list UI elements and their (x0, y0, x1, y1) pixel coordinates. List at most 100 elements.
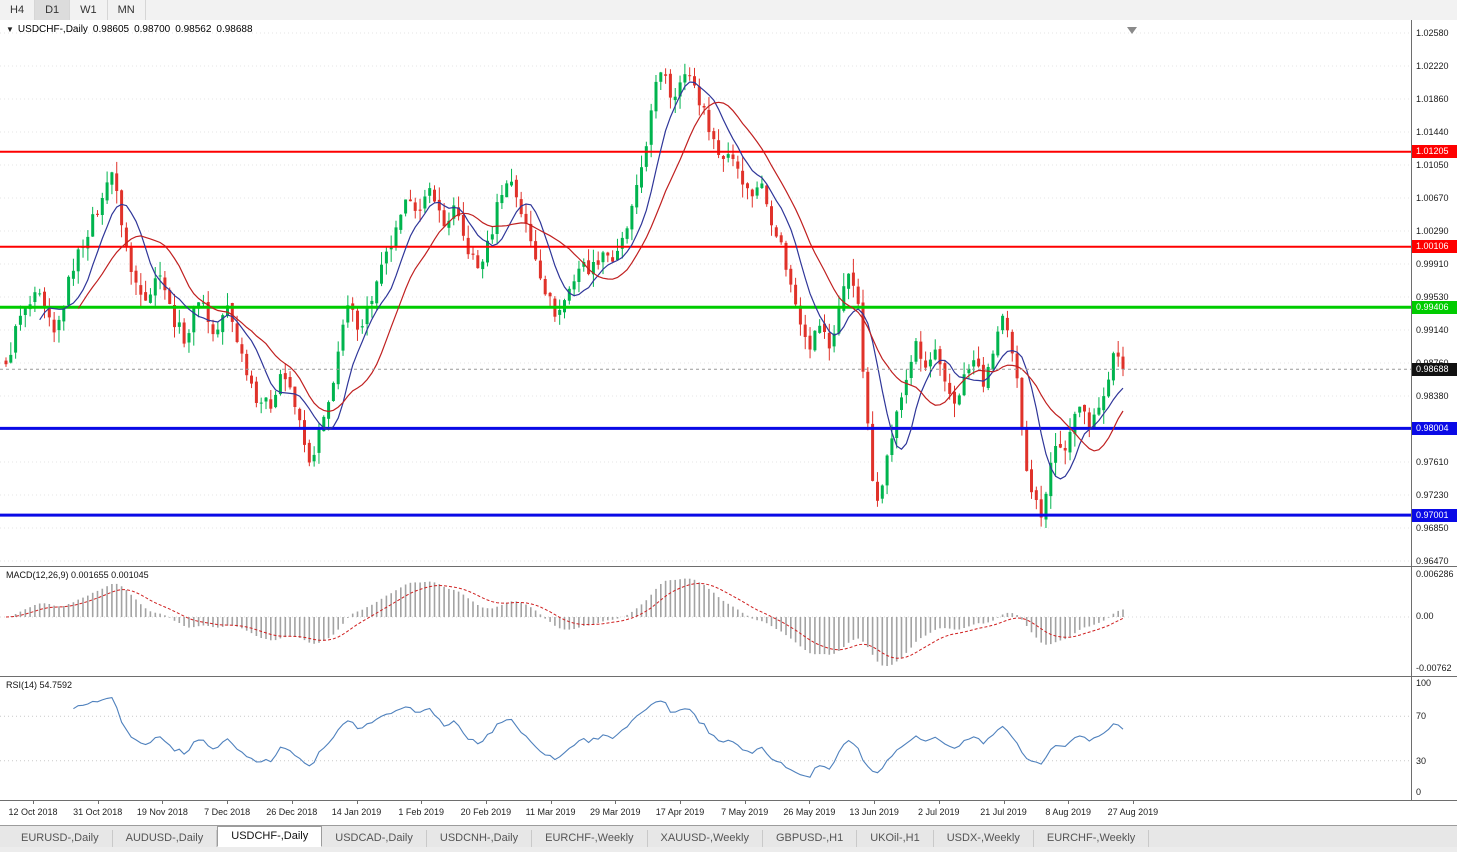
date-tick (550, 801, 552, 804)
date-tick (485, 801, 487, 804)
timeframe-button-d1[interactable]: D1 (35, 0, 71, 20)
price-axis-label: 0.96470 (1416, 556, 1449, 566)
date-label: 2 Jul 2019 (918, 807, 960, 817)
rsi-axis[interactable]: 100 70 30 0 (1411, 677, 1457, 800)
date-tick (291, 801, 293, 804)
timeframe-button-mn[interactable]: MN (108, 0, 146, 20)
date-tick (874, 801, 876, 804)
date-label: 11 Mar 2019 (525, 807, 576, 817)
collapse-arrow-icon[interactable]: ▼ (6, 25, 14, 34)
price-axis-label: 0.99140 (1416, 325, 1449, 335)
date-tick (356, 801, 358, 804)
date-label: 27 Aug 2019 (1107, 807, 1159, 817)
price-axis-label: 1.02580 (1416, 28, 1449, 38)
timeframe-bar: H4 D1 W1 MN (0, 0, 1457, 21)
price-axis-label: 0.97610 (1416, 457, 1449, 467)
date-label: 12 Oct 2018 (8, 807, 58, 817)
date-label: 19 Nov 2018 (136, 807, 188, 817)
date-label: 26 Dec 2018 (266, 807, 318, 817)
date-label: 26 May 2019 (783, 807, 836, 817)
level-badge-1.00106: 1.00106 (1412, 240, 1457, 254)
symbol-period-label: USDCHF-,Daily (17, 24, 88, 35)
current-price-badge: 0.98688 (1412, 362, 1457, 376)
rsi-canvas[interactable] (0, 677, 1411, 800)
date-tick (162, 801, 164, 804)
price-axis[interactable]: 1.02580 1.02220 1.01860 1.01440 1.01050 1.006… (1411, 20, 1457, 566)
date-tick (680, 801, 681, 804)
date-tick (809, 801, 811, 804)
chart-tab-eurchf-weekly[interactable]: EURCHF-,Weekly (1034, 830, 1150, 847)
date-tick (615, 801, 617, 804)
macd-axis-label: 0.00 (1416, 610, 1434, 621)
date-label: 20 Feb 2019 (460, 807, 512, 817)
date-label: 13 Jun 2019 (849, 807, 899, 817)
time-axis[interactable]: 12 Oct 2018 31 Oct 2018 19 Nov 2018 7 Dec 2… (0, 800, 1457, 826)
date-label: 31 Oct 2018 (73, 807, 123, 817)
tab-bar: EURUSD-,Daily AUDUSD-,Daily USDCHF-,Daily U… (0, 825, 1457, 847)
chart-tab-xauusd-weekly[interactable]: XAUUSD-,Weekly (648, 830, 763, 847)
date-label: 7 May 2019 (721, 807, 769, 817)
date-label: 29 Mar 2019 (590, 807, 641, 817)
date-tick (227, 801, 229, 804)
date-tick (744, 801, 746, 804)
price-pane[interactable]: ▼ USDCHF-,Daily 0.98605 0.98700 0.98562 0.986… (0, 20, 1457, 567)
chart-tab-eurusd-daily[interactable]: EURUSD-,Daily (8, 830, 113, 847)
date-tick (1068, 801, 1070, 804)
rsi-axis-label: 100 (1416, 678, 1432, 688)
macd-pane[interactable]: MACD(12,26,9) 0.001655 0.001045 0.006286… (0, 567, 1457, 677)
bottom-strip (0, 847, 1457, 852)
chart-tab-usdx-weekly[interactable]: USDX-,Weekly (934, 830, 1034, 847)
date-tick (97, 801, 99, 804)
date-tick (421, 801, 423, 804)
level-badge-0.98004: 0.98004 (1412, 421, 1457, 435)
ohlc-low: 0.98562 (175, 24, 212, 35)
rsi-axis-label: 30 (1416, 755, 1427, 766)
price-axis-label: 0.98380 (1416, 391, 1449, 401)
macd-axis[interactable]: 0.006286 0.00 -0.00762 (1411, 567, 1457, 676)
date-label: 14 Jan 2019 (331, 807, 382, 817)
date-tick (1132, 801, 1134, 804)
level-badge-0.97001: 0.97001 (1412, 508, 1457, 522)
date-label: 1 Feb 2019 (398, 807, 444, 817)
price-axis-label: 1.00670 (1416, 193, 1449, 203)
rsi-axis-label: 0 (1416, 787, 1422, 797)
chart-tab-ukoil-h1[interactable]: UKOil-,H1 (857, 830, 934, 847)
ohlc-close: 0.98688 (216, 24, 253, 35)
price-chart-canvas[interactable] (0, 20, 1411, 566)
date-tick (33, 801, 34, 804)
price-axis-label: 0.99530 (1416, 292, 1449, 302)
ohlc-high: 0.98700 (134, 24, 171, 35)
macd-axis-label: -0.00762 (1416, 663, 1452, 673)
macd-label: MACD(12,26,9) 0.001655 0.001045 (6, 570, 149, 580)
date-label: 17 Apr 2019 (655, 807, 705, 817)
date-label: 8 Aug 2019 (1045, 807, 1091, 817)
date-tick (1003, 801, 1005, 804)
timeframe-button-h4[interactable]: H4 (0, 0, 36, 20)
price-axis-label: 0.99910 (1416, 259, 1449, 269)
chart-tab-usdchf-daily[interactable]: USDCHF-,Daily (217, 826, 323, 847)
timeframe-button-w1[interactable]: W1 (70, 0, 108, 20)
date-label: 21 Jul 2019 (980, 807, 1027, 817)
chart-tab-gbpusd-h1[interactable]: GBPUSD-,H1 (763, 830, 858, 847)
level-badge-1.01205: 1.01205 (1412, 145, 1457, 159)
chart-tab-usdcad-daily[interactable]: USDCAD-,Daily (322, 830, 427, 847)
chart-tab-audusd-daily[interactable]: AUDUSD-,Daily (113, 830, 218, 847)
chart-title: ▼ USDCHF-,Daily 0.98605 0.98700 0.98562 0.986… (6, 24, 258, 35)
price-axis-label: 1.01860 (1416, 94, 1449, 104)
macd-canvas[interactable] (0, 567, 1411, 676)
macd-axis-label: 0.006286 (1416, 569, 1454, 579)
price-axis-label: 0.97230 (1416, 490, 1449, 500)
chart-shift-marker-icon[interactable] (1127, 27, 1137, 34)
price-axis-label: 1.00290 (1416, 226, 1449, 236)
rsi-label: RSI(14) 54.7592 (6, 680, 73, 690)
chart-tab-eurchf-weekly[interactable]: EURCHF-,Weekly (532, 830, 648, 847)
date-tick (938, 801, 940, 804)
price-axis-label: 1.01050 (1416, 160, 1449, 170)
date-label: 7 Dec 2018 (204, 807, 251, 817)
ohlc-open: 0.98605 (92, 24, 130, 35)
price-axis-label: 0.96850 (1416, 523, 1449, 533)
level-badge-0.99406: 0.99406 (1412, 300, 1457, 314)
rsi-axis-label: 70 (1416, 711, 1427, 722)
chart-tab-usdcnh-daily[interactable]: USDCNH-,Daily (427, 830, 533, 847)
rsi-pane[interactable]: RSI(14) 54.7592 100 70 30 0 (0, 677, 1457, 800)
